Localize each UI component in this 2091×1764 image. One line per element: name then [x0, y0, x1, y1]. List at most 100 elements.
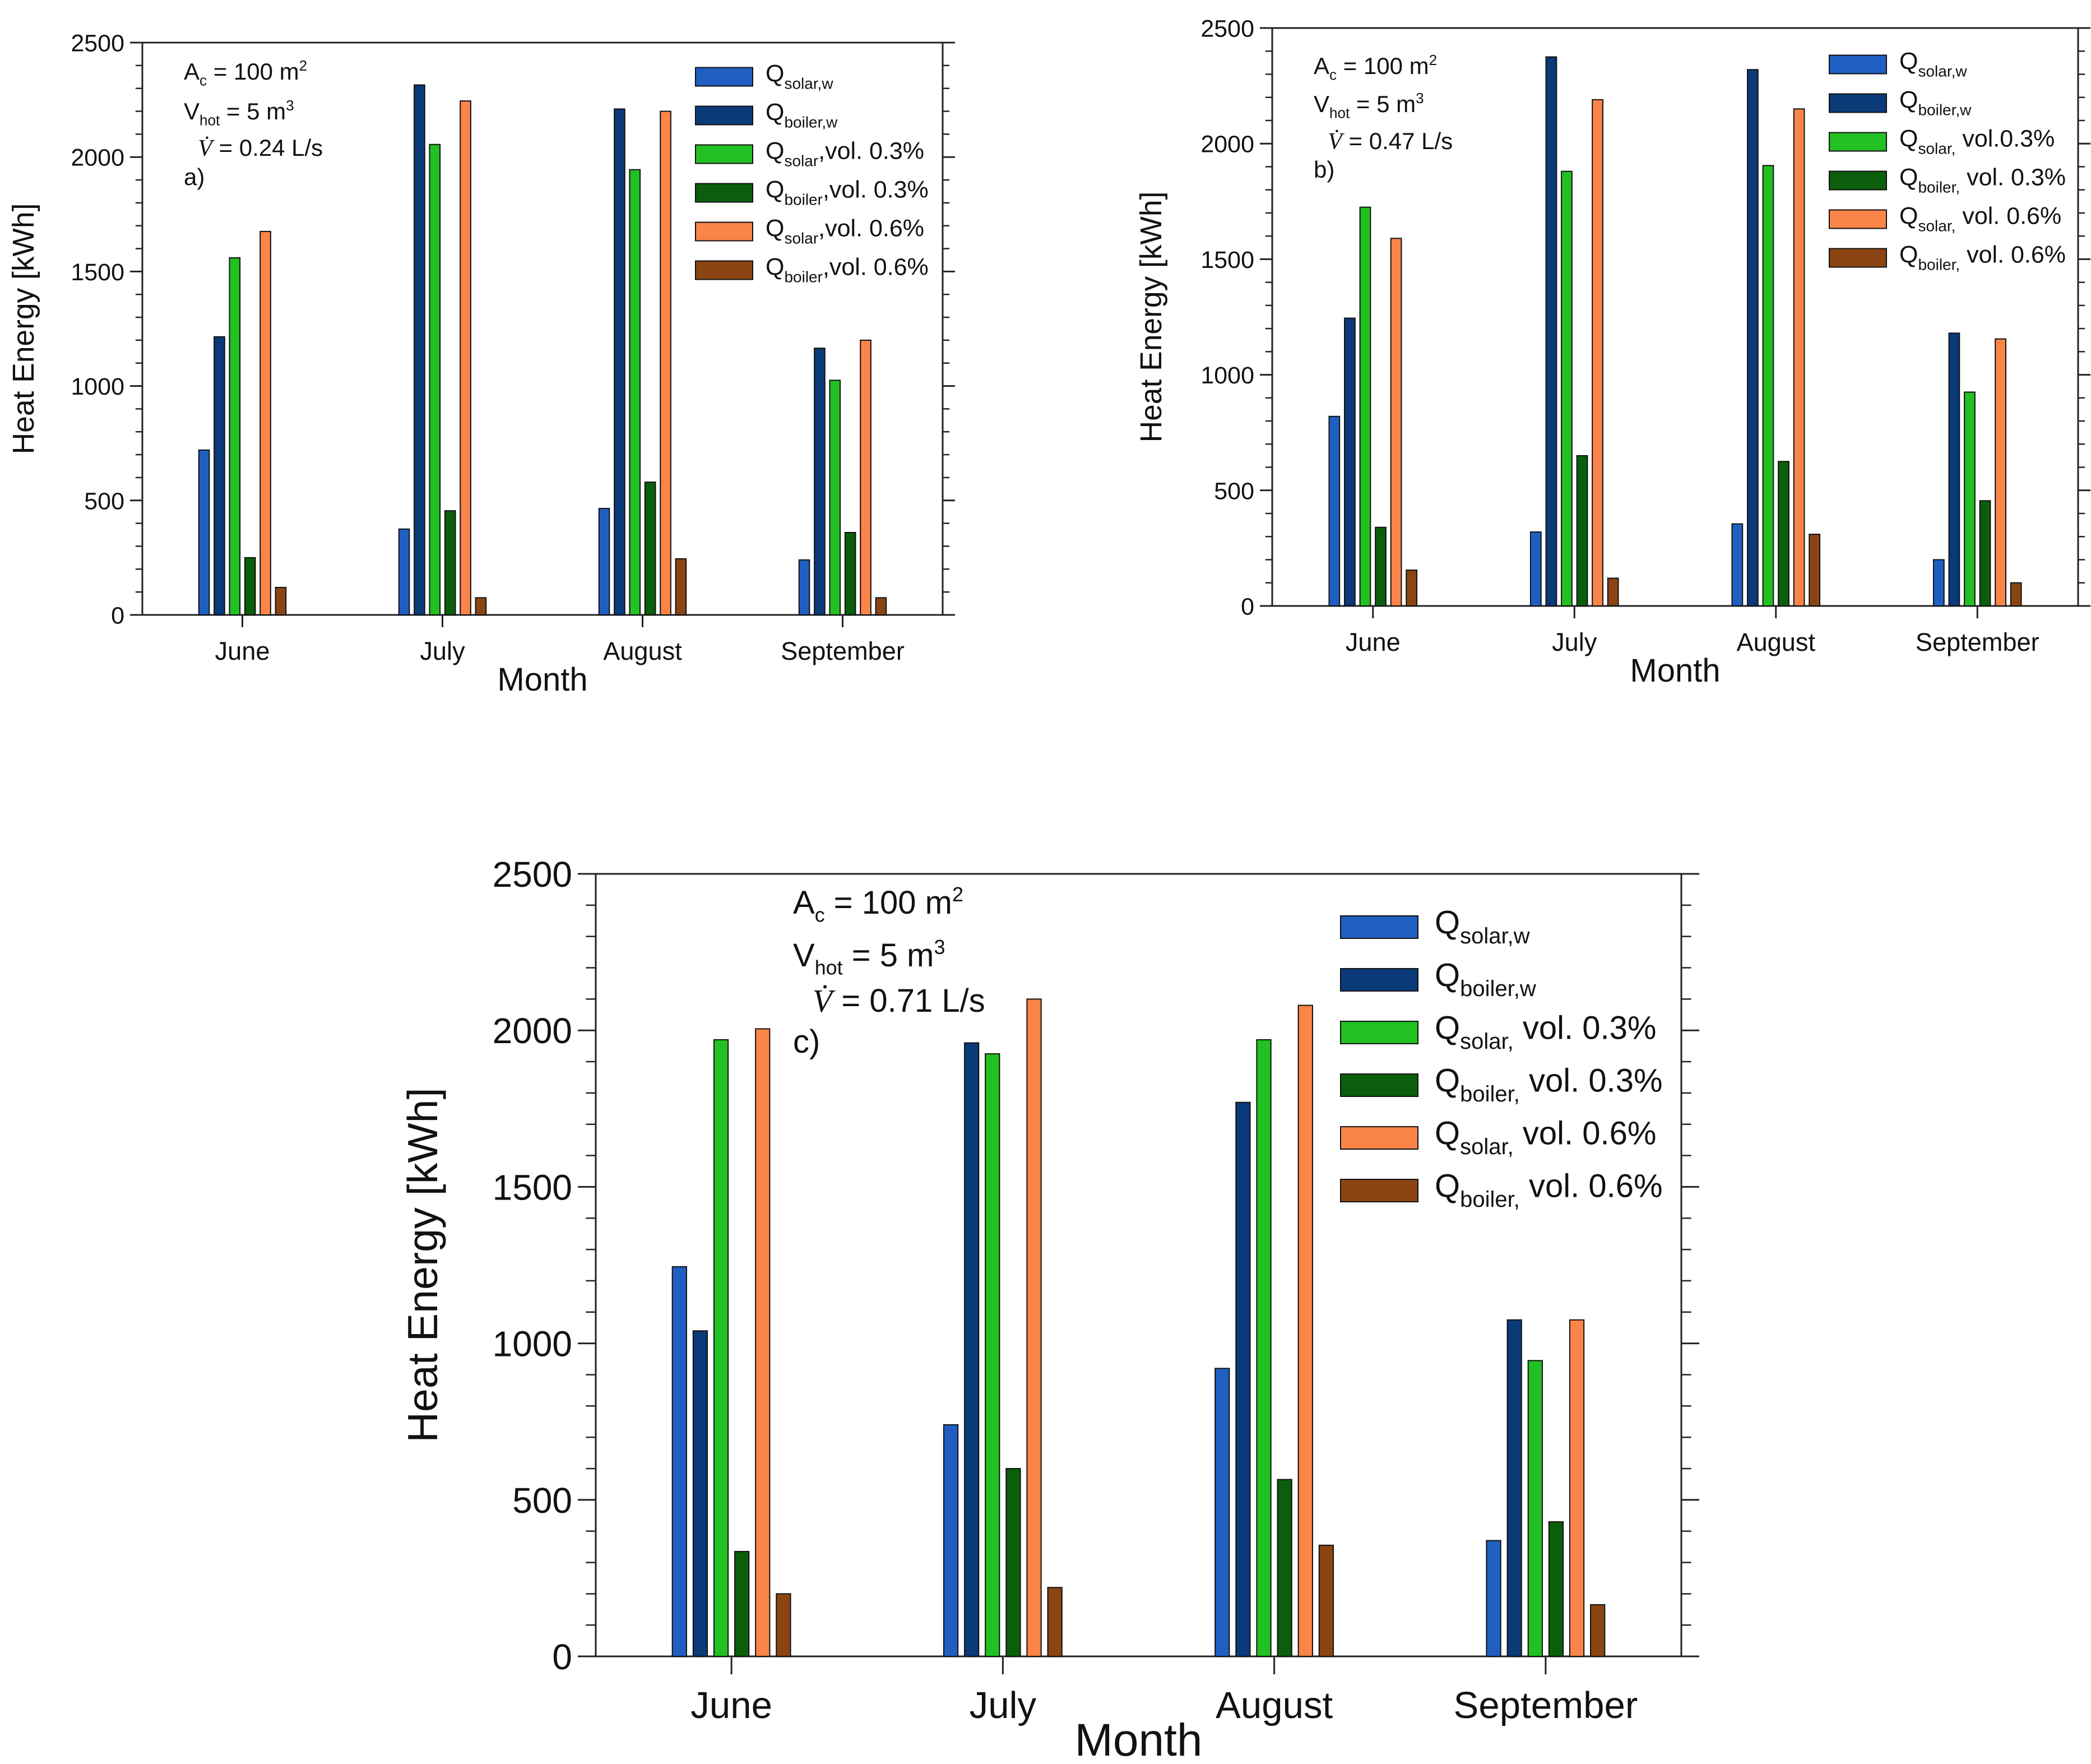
param-text: = 0.24 L/s — [212, 135, 323, 161]
bar-july-series-3 — [1576, 455, 1588, 606]
legend-label: Qboiler,vol. 0.6% — [766, 254, 929, 286]
legend-text: Q — [1435, 1168, 1460, 1205]
param-sub: hot — [1329, 105, 1350, 122]
bar-june-series-0 — [198, 449, 210, 616]
param-sub: c — [200, 72, 207, 89]
legend-text: Q — [1899, 203, 1918, 230]
legend-text: vol. 0.6% — [1514, 1115, 1657, 1152]
bar-september-series-2 — [1964, 391, 1976, 607]
bar-september-series-2 — [1527, 1360, 1543, 1657]
x-tick-label: June — [1346, 628, 1401, 656]
param-text: V — [1314, 91, 1329, 117]
param-sub: c — [1329, 67, 1337, 84]
legend-sub: boiler,w — [1918, 101, 1972, 119]
legend-label: Qsolar, vol.0.3% — [1899, 126, 2055, 158]
legend-sub: solar — [784, 152, 818, 170]
bar-september-series-3 — [1979, 500, 1991, 606]
param-flow-rate: V̇ = 0.71 L/s — [813, 983, 985, 1019]
legend-text: Q — [1899, 87, 1918, 114]
bar-august-series-3 — [1778, 461, 1789, 606]
legend-text: Q — [1899, 48, 1918, 75]
legend-text: Q — [1899, 242, 1918, 268]
bar-september-series-1 — [1948, 332, 1960, 606]
x-tick-label: July — [1552, 628, 1597, 656]
y-tick-label: 2500 — [71, 30, 124, 57]
x-axis-title: Month — [497, 661, 587, 698]
legend-text: Q — [1435, 957, 1460, 994]
legend-swatch — [1340, 915, 1418, 939]
y-tick-label: 0 — [1241, 593, 1254, 620]
bar-september-series-2 — [829, 379, 841, 615]
bar-august-series-5 — [1318, 1544, 1334, 1657]
bar-june-series-0 — [1328, 415, 1341, 606]
legend-sub: solar — [784, 230, 818, 247]
bar-june-series-3 — [734, 1550, 750, 1657]
param-text: = 100 m — [825, 885, 952, 921]
param-text: = 5 m — [843, 937, 934, 974]
legend-text: vol. 0.3% — [1520, 1063, 1663, 1099]
param-text: V — [793, 937, 815, 974]
y-tick-label: 2000 — [1200, 131, 1254, 158]
legend-sub: solar,w — [1918, 63, 1967, 80]
legend-label: Qboiler,vol. 0.3% — [766, 177, 929, 209]
legend-swatch — [1829, 248, 1887, 268]
legend-text: vol. 0.6% — [1960, 242, 2066, 268]
legend-text: Q — [1435, 1010, 1460, 1047]
bar-september-series-5 — [1590, 1604, 1606, 1657]
param-text: A — [184, 58, 200, 85]
legend-label: Qsolar, vol. 0.3% — [1435, 1010, 1656, 1054]
bar-july-series-2 — [1561, 170, 1573, 606]
bar-september-series-5 — [2010, 582, 2022, 607]
bar-june-series-5 — [275, 586, 287, 615]
legend-sub: boiler, — [1918, 179, 1960, 196]
legend-sub: boiler — [784, 268, 822, 286]
legend-label: Qsolar, vol. 0.6% — [1899, 203, 2061, 235]
param-hot-volume: Vhot = 5 m3 — [1314, 90, 1424, 121]
bar-july-series-0 — [1529, 531, 1542, 606]
bar-august-series-1 — [1235, 1101, 1251, 1657]
param-sup: 3 — [934, 936, 945, 959]
param-text: A — [793, 885, 815, 921]
bar-august-series-3 — [1277, 1479, 1292, 1657]
y-tick-label: 1000 — [493, 1324, 572, 1364]
param-collector-area: Ac = 100 m2 — [184, 57, 307, 89]
legend-sub: boiler — [784, 191, 822, 209]
param-hot-volume: Vhot = 5 m3 — [184, 97, 294, 128]
bar-july-series-2 — [429, 143, 441, 616]
legend-swatch — [1340, 968, 1418, 992]
legend-label: Qsolar,w — [766, 61, 833, 92]
plot-frame — [595, 873, 1682, 1657]
bar-june-series-5 — [1406, 570, 1418, 607]
legend-sub: solar,w — [784, 75, 833, 92]
bar-july-series-0 — [398, 528, 410, 615]
bar-august-series-0 — [1214, 1368, 1230, 1657]
y-tick-label: 2000 — [71, 145, 124, 172]
legend-sub: boiler, — [1918, 256, 1960, 274]
legend-label: Qboiler,w — [1899, 87, 1972, 119]
y-tick-label: 2500 — [1200, 15, 1254, 42]
legend-swatch — [695, 105, 753, 126]
bar-july-series-0 — [943, 1424, 959, 1657]
param-flow-rate: V̇ = 0.24 L/s — [198, 135, 323, 161]
bar-june-series-4 — [755, 1028, 771, 1657]
x-tick-label: July — [970, 1684, 1037, 1726]
bar-august-series-4 — [660, 110, 671, 615]
legend-text: ,vol. 0.3% — [823, 177, 929, 203]
bar-september-series-5 — [875, 597, 887, 615]
bar-august-series-0 — [598, 508, 610, 615]
bar-september-series-4 — [860, 339, 871, 615]
bar-june-series-2 — [1359, 206, 1371, 606]
legend-text: ,vol. 0.6% — [818, 215, 924, 242]
bar-august-series-2 — [1256, 1039, 1272, 1657]
legend-sub: solar,w — [1460, 924, 1530, 948]
chart-panel-b: 0 500 1000 1500 2000 2500 Heat Energy [kWh] Jun… — [1135, 15, 2090, 689]
legend-sub: boiler,w — [1460, 976, 1536, 1001]
param-symbol: V̇ — [1328, 129, 1344, 155]
y-tick-label: 1500 — [493, 1167, 572, 1207]
y-tick-label: 500 — [84, 488, 124, 515]
legend-text: Q — [766, 254, 784, 281]
y-tick-label: 500 — [512, 1480, 572, 1521]
legend-sub: boiler, — [1460, 1187, 1520, 1212]
bar-august-series-2 — [629, 169, 641, 615]
param-collector-area: Ac = 100 m2 — [1314, 52, 1437, 83]
